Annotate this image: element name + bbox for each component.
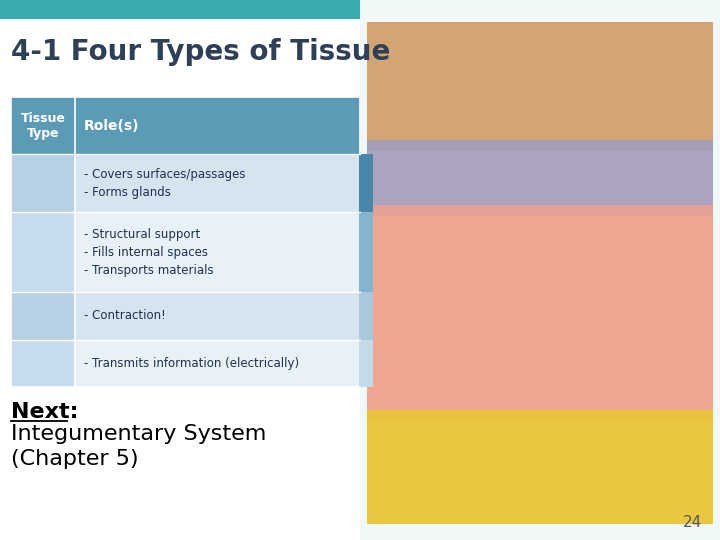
- Text: - Transmits information (electrically): - Transmits information (electrically): [84, 357, 300, 370]
- Text: - Covers surfaces/passages
- Forms glands: - Covers surfaces/passages - Forms gland…: [84, 167, 246, 199]
- Bar: [11, 340, 360, 387]
- Bar: [359, 340, 373, 387]
- Text: Next:: Next:: [11, 402, 78, 422]
- Bar: [11, 154, 360, 212]
- Bar: [359, 292, 373, 340]
- Bar: [367, 22, 713, 151]
- Bar: [11, 340, 76, 387]
- Text: Role(s): Role(s): [84, 119, 140, 132]
- Bar: [367, 205, 713, 421]
- Text: - Contraction!: - Contraction!: [84, 309, 166, 322]
- Bar: [359, 154, 373, 212]
- Text: Tissue
Type: Tissue Type: [21, 112, 66, 139]
- Bar: [11, 292, 360, 340]
- Bar: [11, 212, 360, 292]
- Bar: [0, 0, 720, 19]
- Bar: [11, 212, 76, 292]
- Bar: [367, 140, 713, 216]
- Bar: [11, 97, 360, 387]
- Text: Integumentary System
(Chapter 5): Integumentary System (Chapter 5): [11, 424, 266, 469]
- Bar: [360, 0, 720, 540]
- Bar: [367, 410, 713, 524]
- Bar: [11, 154, 76, 212]
- Bar: [11, 97, 360, 154]
- Text: - Structural support
- Fills internal spaces
- Transports materials: - Structural support - Fills internal sp…: [84, 228, 214, 276]
- Text: 24: 24: [683, 515, 702, 530]
- Text: 4-1 Four Types of Tissue: 4-1 Four Types of Tissue: [11, 38, 390, 66]
- Bar: [11, 292, 76, 340]
- Bar: [359, 212, 373, 292]
- Bar: [367, 22, 713, 524]
